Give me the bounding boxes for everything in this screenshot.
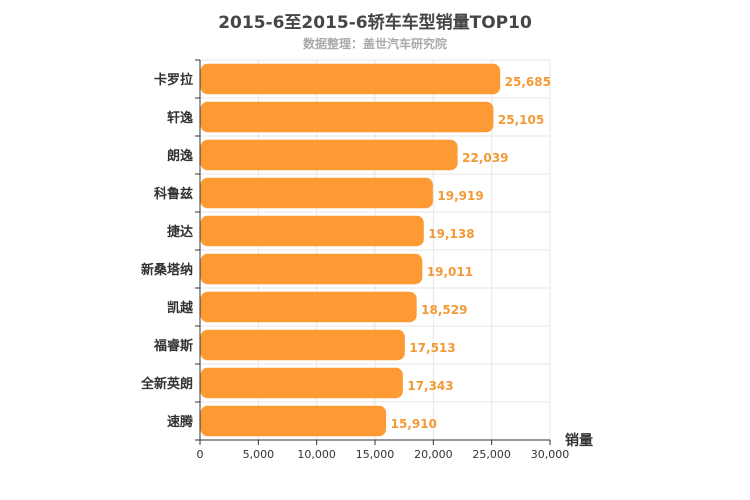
data-label: 19,919 [437,189,483,203]
x-tick-label: 30,000 [531,448,570,461]
data-label: 25,685 [505,75,551,89]
category-label: 科鲁兹 [154,186,193,202]
category-label: 新桑塔纳 [141,262,193,278]
chart-title: 2015-6至2015-6轿车车型销量TOP10 [218,13,532,33]
category-label: 卡罗拉 [154,72,193,88]
x-tick-label: 10,000 [297,448,336,461]
x-tick-label: 0 [197,448,204,461]
data-label: 22,039 [462,151,508,165]
bar[interactable] [200,215,424,247]
data-label: 15,910 [391,417,437,431]
category-label: 捷达 [167,224,193,240]
bar[interactable] [200,63,501,95]
bar[interactable] [200,253,423,285]
data-label: 19,011 [427,265,473,279]
category-label: 全新英朗 [140,376,193,392]
bars: 25,685 25,105 22,039 19,919 19,138 19,011 18,5… [200,63,551,437]
category-label: 凯越 [167,300,194,316]
bar[interactable] [200,291,417,323]
category-label: 福睿斯 [153,338,193,354]
bar[interactable] [200,177,433,209]
data-label: 19,138 [428,227,474,241]
x-tick-label: 25,000 [472,448,511,461]
data-label: 25,105 [498,113,544,127]
data-label: 17,343 [407,379,453,393]
bar[interactable] [200,139,458,171]
chart-subtitle: 数据整理：盖世汽车研究院 [302,37,447,51]
category-label: 轩逸 [167,110,193,126]
x-axis-title: 销量 [565,432,593,449]
bar[interactable] [200,329,405,361]
x-tick-label: 5,000 [243,448,275,461]
data-label: 17,513 [409,341,455,355]
bar[interactable] [200,405,387,437]
x-tick-label: 20,000 [414,448,453,461]
data-label: 18,529 [421,303,467,317]
category-label: 速腾 [167,414,194,430]
bar[interactable] [200,367,403,399]
x-tick-label: 15,000 [356,448,395,461]
category-label: 朗逸 [167,148,193,164]
bar[interactable] [200,101,494,133]
